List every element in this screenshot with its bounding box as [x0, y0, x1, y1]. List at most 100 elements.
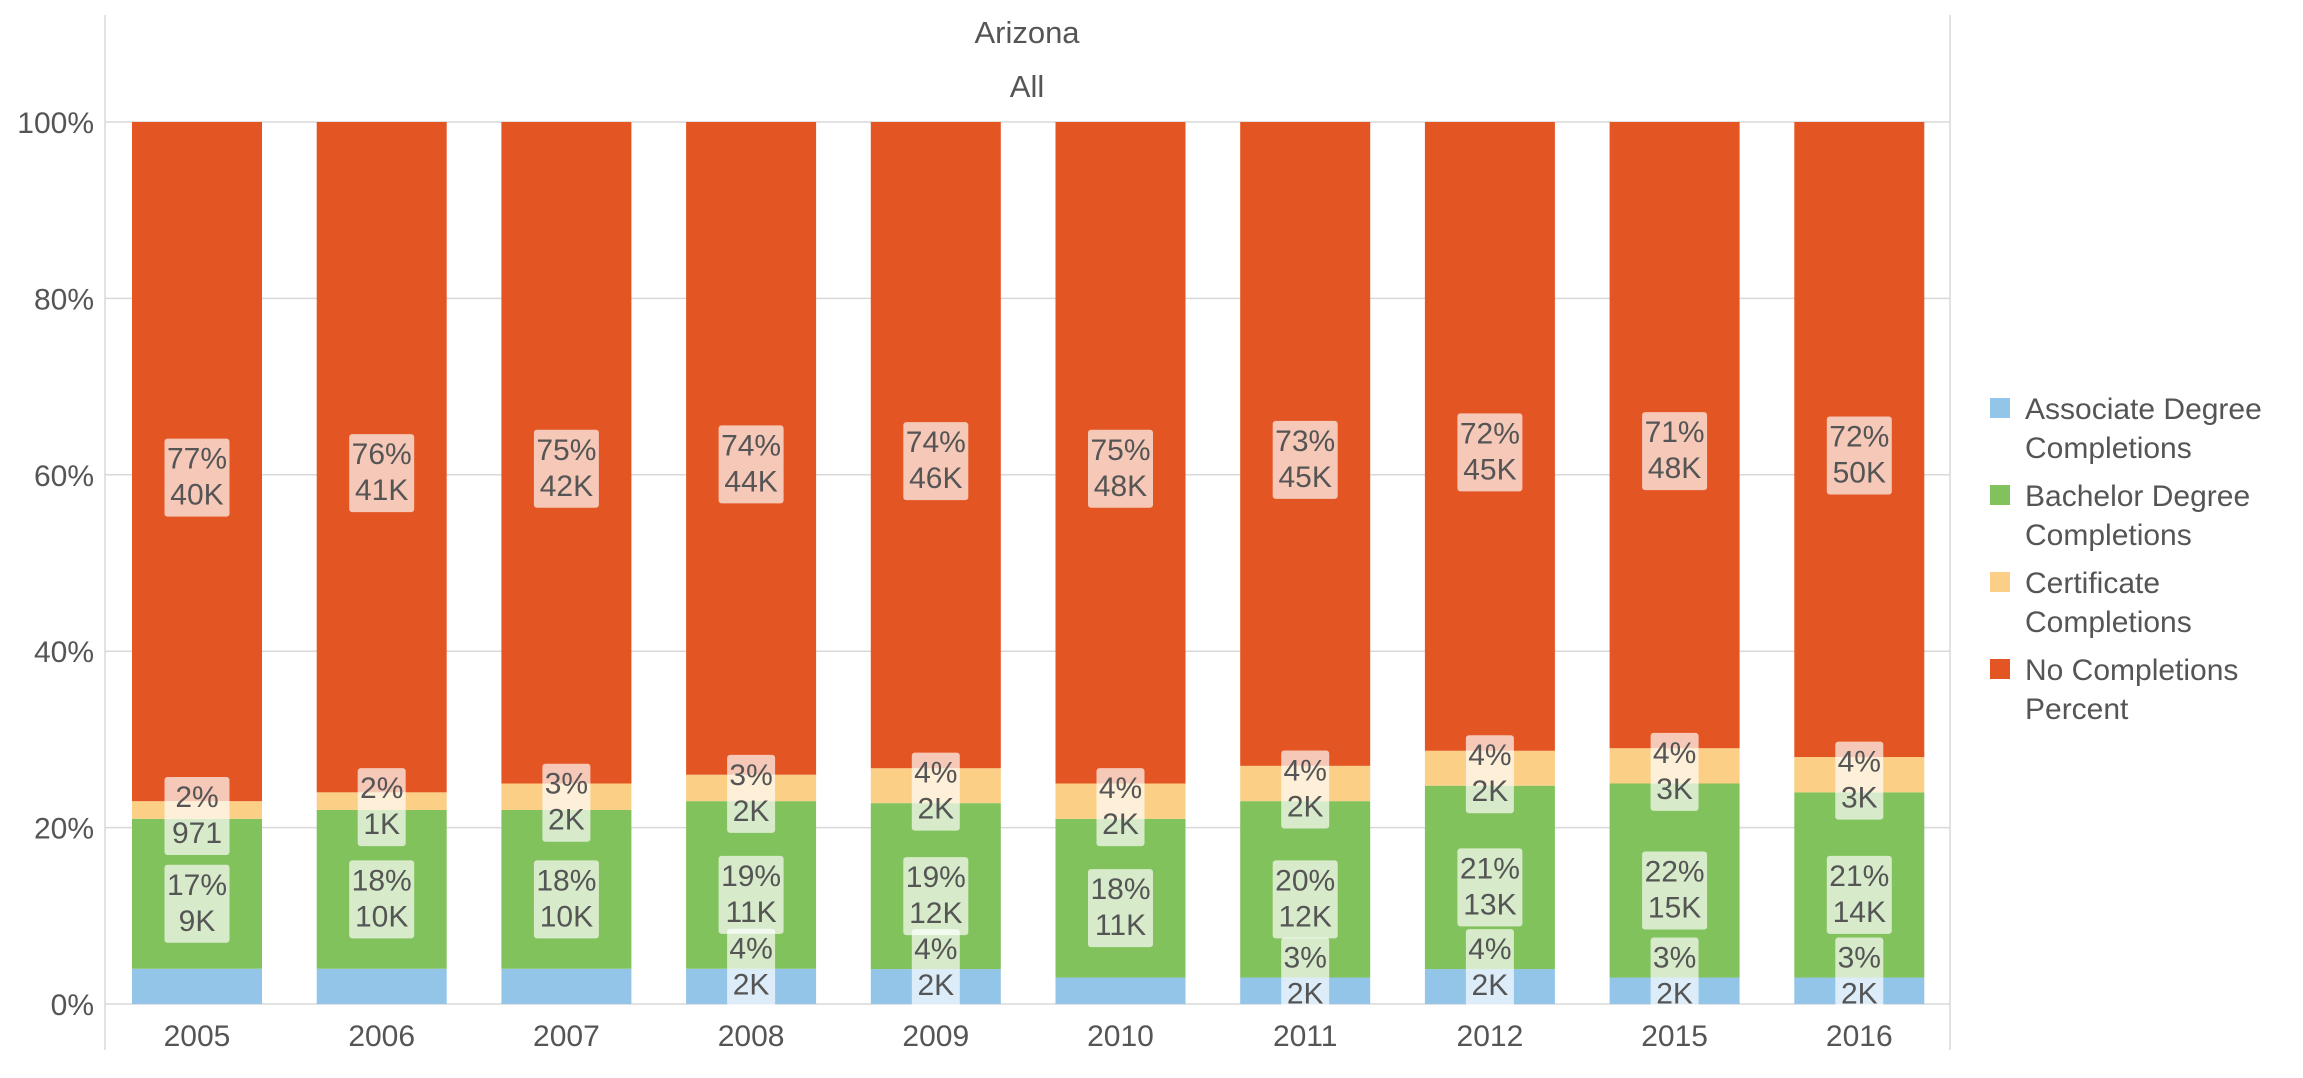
data-label-series-0: 3% — [1838, 942, 1881, 975]
data-label-series-2: 1K — [363, 808, 400, 841]
axes: 0% 20% 40% 60% 80% 100% 2005 2006 2007 2008 2009 20… — [17, 15, 1951, 1053]
data-label-box — [542, 763, 591, 842]
x-tick-label: 2012 — [1457, 1020, 1524, 1053]
data-label-series-0: 2K — [917, 969, 954, 1002]
legend-label: No Completions — [2025, 654, 2238, 687]
y-tick-label: 80% — [34, 283, 94, 316]
data-label-series-3: 75% — [536, 434, 596, 467]
x-tick-label: 2005 — [164, 1020, 231, 1053]
data-label-series-2: 4% — [1099, 772, 1142, 805]
data-label-box — [1826, 855, 1892, 934]
data-label-box — [1465, 735, 1514, 814]
data-label-box — [1835, 741, 1884, 820]
legend-label: Certificate — [2025, 567, 2160, 600]
data-label-series-1: 11K — [726, 896, 777, 929]
data-label-box — [357, 768, 406, 847]
data-label-box — [164, 864, 230, 943]
data-label-series-1: 18% — [536, 864, 596, 897]
x-tick-label: 2011 — [1273, 1020, 1338, 1053]
data-label-box — [1465, 929, 1514, 1008]
data-label-box — [1826, 416, 1892, 495]
data-label-series-2: 2K — [548, 804, 585, 837]
y-tick-label: 60% — [34, 460, 94, 493]
data-label-series-2: 2K — [1287, 791, 1324, 824]
data-label-series-2: 3% — [729, 759, 772, 792]
data-label-series-1: 12K — [1279, 900, 1332, 933]
x-tick-label: 2006 — [348, 1020, 415, 1053]
data-label-box — [727, 754, 776, 833]
data-label-series-2: 2K — [917, 793, 954, 826]
data-label-series-3: 76% — [352, 438, 412, 471]
data-label-series-2: 2K — [733, 795, 770, 828]
data-label-series-0: 2K — [1287, 978, 1324, 1011]
data-label-series-3: 50K — [1833, 457, 1886, 490]
data-label-series-3: 72% — [1460, 417, 1520, 450]
data-labels: 77%40K17%9K2%97176%41K18%10K2%1K75%42K18… — [164, 412, 1892, 1016]
chart-subtitle: All — [1010, 69, 1044, 104]
data-label-series-1: 17% — [167, 869, 227, 902]
data-label-box — [1457, 413, 1523, 492]
legend-label: Associate Degree — [2025, 393, 2262, 426]
data-label-box — [1835, 937, 1884, 1016]
data-label-series-2: 3K — [1656, 773, 1693, 806]
data-label-series-1: 19% — [721, 860, 781, 893]
y-tick-label: 100% — [17, 107, 94, 140]
data-label-series-2: 2% — [175, 781, 218, 814]
data-label-series-1: 9K — [179, 905, 216, 938]
legend-swatch — [1990, 572, 2010, 592]
data-label-series-3: 74% — [906, 426, 966, 459]
data-label-box — [1088, 869, 1153, 948]
data-label-box — [1096, 768, 1145, 847]
data-label-series-1: 14K — [1833, 896, 1886, 929]
data-label-box — [718, 855, 784, 934]
y-tick-label: 40% — [34, 636, 94, 669]
data-label-box — [1088, 429, 1153, 508]
data-label-series-0: 3% — [1653, 942, 1696, 975]
data-label-series-3: 48K — [1094, 470, 1147, 503]
y-tick-label: 0% — [51, 989, 94, 1022]
data-label-series-2: 4% — [914, 757, 957, 790]
legend-swatch — [1990, 398, 2010, 418]
data-label-series-3: 75% — [1090, 434, 1150, 467]
data-label-series-3: 45K — [1279, 461, 1332, 494]
legend-label: Bachelor Degree — [2025, 480, 2250, 513]
data-label-box — [1272, 420, 1338, 499]
data-label-series-1: 13K — [1463, 888, 1516, 921]
data-label-series-1: 11K — [1095, 909, 1146, 942]
data-label-box — [1457, 848, 1523, 927]
data-label-series-2: 4% — [1838, 746, 1881, 779]
data-label-series-0: 4% — [729, 933, 772, 966]
data-label-series-2: 3% — [545, 768, 588, 801]
legend-label: Completions — [2025, 519, 2192, 552]
x-tick-label: 2016 — [1826, 1020, 1893, 1053]
data-label-series-2: 3K — [1841, 782, 1878, 815]
data-label-series-1: 12K — [909, 897, 962, 930]
data-label-series-1: 18% — [352, 864, 412, 897]
chart-title: Arizona — [974, 15, 1080, 50]
data-label-box — [349, 434, 415, 513]
data-label-series-1: 10K — [355, 900, 408, 933]
data-label-series-2: 2K — [1472, 775, 1509, 808]
data-label-series-1: 10K — [540, 900, 593, 933]
data-label-series-0: 4% — [1468, 933, 1511, 966]
data-label-series-2: 2K — [1102, 808, 1139, 841]
data-label-box — [1642, 851, 1708, 930]
data-label-series-1: 20% — [1275, 864, 1335, 897]
data-label-series-0: 3% — [1284, 942, 1327, 975]
data-label-series-1: 22% — [1645, 856, 1705, 889]
data-label-box — [727, 928, 776, 1007]
data-label-series-3: 74% — [721, 429, 781, 462]
data-label-series-3: 40K — [170, 479, 223, 512]
data-label-box — [1272, 860, 1338, 939]
data-label-series-0: 2K — [1841, 978, 1878, 1011]
data-label-series-3: 46K — [909, 462, 962, 495]
data-label-series-2: 4% — [1653, 737, 1696, 770]
data-label-box — [911, 929, 960, 1008]
data-label-box — [1642, 412, 1708, 491]
x-tick-label: 2009 — [902, 1020, 969, 1053]
data-label-box — [911, 752, 960, 831]
x-tick-label: 2008 — [718, 1020, 785, 1053]
data-label-box — [903, 857, 969, 936]
x-tick-label: 2007 — [533, 1020, 600, 1053]
